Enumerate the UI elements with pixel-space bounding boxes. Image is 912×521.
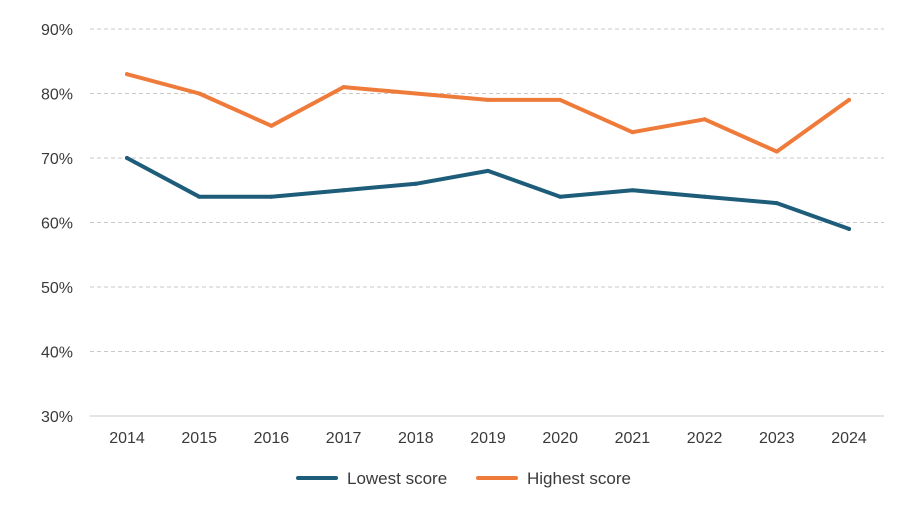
y-tick-label: 40% [41, 345, 73, 362]
series-lines [125, 72, 851, 231]
y-tick-label: 30% [41, 409, 73, 426]
data-point [486, 97, 490, 102]
series-line-lowest-score [125, 156, 851, 231]
x-tick-label: 2014 [109, 430, 145, 447]
y-tick-label: 60% [41, 216, 73, 233]
data-point [774, 149, 779, 154]
data-point [558, 97, 563, 102]
x-tick-label: 2021 [615, 430, 651, 447]
y-tick-label: 50% [41, 280, 73, 297]
data-point [341, 188, 346, 193]
data-point [125, 72, 129, 77]
data-point [413, 91, 418, 96]
x-tick-label: 2020 [542, 430, 578, 447]
data-point [341, 85, 346, 90]
data-point [197, 91, 202, 96]
data-point [486, 168, 490, 173]
y-tick-label: 90% [41, 22, 73, 39]
x-tick-label: 2016 [254, 430, 290, 447]
data-point [702, 194, 707, 199]
data-point [847, 97, 851, 102]
x-tick-label: 2015 [181, 430, 217, 447]
x-tick-label: 2024 [831, 430, 867, 447]
x-tick-label: 2018 [398, 430, 434, 447]
data-point [630, 188, 635, 193]
legend: Lowest score Highest score [296, 469, 631, 488]
data-point [558, 194, 563, 199]
series-line-highest-score [125, 72, 851, 154]
data-point [269, 123, 274, 128]
data-point [774, 201, 779, 206]
y-tick-label: 70% [41, 151, 73, 168]
legend-item-highest-score: Highest score [476, 469, 631, 488]
x-tick-label: 2019 [470, 430, 506, 447]
x-axis-ticks: 2014 2015 2016 2017 2018 2019 2020 2021 2022 2023… [109, 430, 867, 447]
data-point [197, 194, 202, 199]
x-tick-label: 2022 [687, 430, 723, 447]
y-axis-ticks: 30% 40% 50% 60% 70% 80% 90% [41, 22, 73, 426]
data-point [125, 156, 129, 160]
gridlines [90, 28, 884, 417]
legend-label-highest-score: Highest score [527, 469, 631, 488]
data-point [630, 130, 635, 135]
legend-item-lowest-score: Lowest score [296, 469, 447, 488]
data-point [413, 181, 418, 186]
legend-label-lowest-score: Lowest score [347, 469, 447, 488]
data-point [269, 194, 274, 199]
x-tick-label: 2017 [326, 430, 362, 447]
x-tick-label: 2023 [759, 430, 795, 447]
data-point [702, 117, 707, 122]
data-point [847, 226, 851, 231]
y-tick-label: 80% [41, 87, 73, 104]
